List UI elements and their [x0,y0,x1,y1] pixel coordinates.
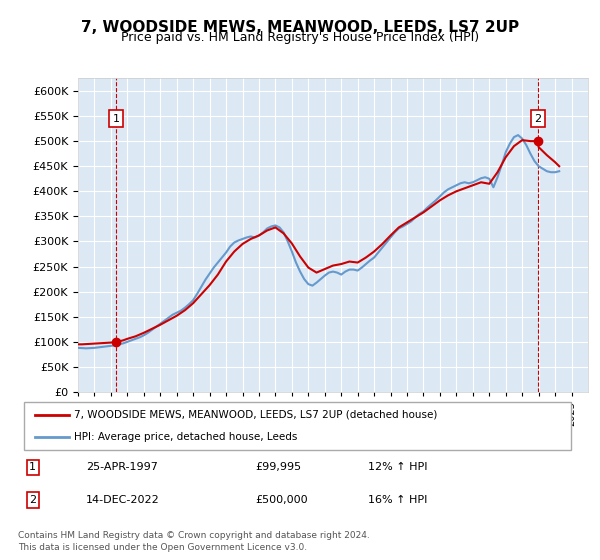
Text: 2: 2 [29,495,37,505]
Text: 14-DEC-2022: 14-DEC-2022 [86,495,160,505]
Text: Price paid vs. HM Land Registry's House Price Index (HPI): Price paid vs. HM Land Registry's House … [121,31,479,44]
Text: HPI: Average price, detached house, Leeds: HPI: Average price, detached house, Leed… [74,432,298,442]
Text: This data is licensed under the Open Government Licence v3.0.: This data is licensed under the Open Gov… [18,543,307,552]
Text: 16% ↑ HPI: 16% ↑ HPI [368,495,427,505]
Text: £500,000: £500,000 [255,495,308,505]
Text: 7, WOODSIDE MEWS, MEANWOOD, LEEDS, LS7 2UP (detached house): 7, WOODSIDE MEWS, MEANWOOD, LEEDS, LS7 2… [74,409,438,419]
Text: 7, WOODSIDE MEWS, MEANWOOD, LEEDS, LS7 2UP: 7, WOODSIDE MEWS, MEANWOOD, LEEDS, LS7 2… [81,20,519,35]
Text: 25-APR-1997: 25-APR-1997 [86,463,158,473]
Text: £99,995: £99,995 [255,463,301,473]
Text: Contains HM Land Registry data © Crown copyright and database right 2024.: Contains HM Land Registry data © Crown c… [18,531,370,540]
FancyBboxPatch shape [23,402,571,450]
Text: 1: 1 [29,463,36,473]
Text: 2: 2 [534,114,541,124]
Text: 12% ↑ HPI: 12% ↑ HPI [368,463,427,473]
Text: 1: 1 [113,114,119,124]
